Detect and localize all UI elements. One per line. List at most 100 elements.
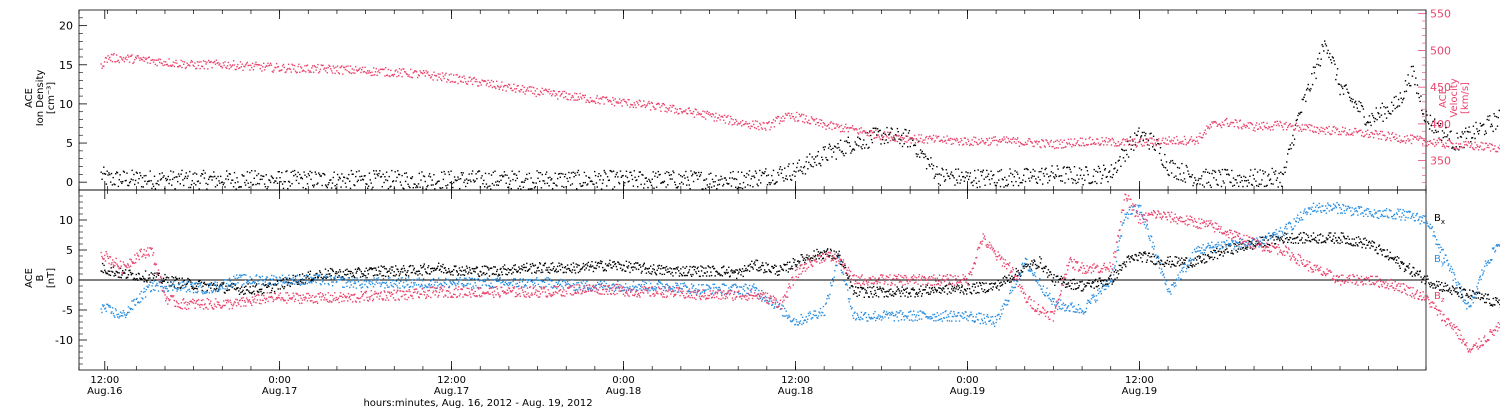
series-bx-dot [745,268,746,269]
velocity-series-dot [1292,125,1293,126]
velocity-series-dot [527,87,528,88]
density-series-dot [596,182,597,183]
velocity-series-dot [217,62,218,63]
density-series-dot [959,183,960,184]
series-bx-dot [339,269,340,270]
density-series-dot [721,178,722,179]
density-series-dot [530,188,531,189]
velocity-series-dot [407,74,408,75]
series-bx-dot [763,272,764,273]
velocity-series-dot [778,116,779,117]
velocity-series-dot [408,74,409,75]
series-bx-dot [649,268,650,269]
series-bx-dot [628,265,629,266]
series-bx-dot [117,272,118,273]
series-bx-dot [653,264,654,265]
density-series-dot [682,176,683,177]
velocity-series-dot [782,116,783,117]
velocity-series-dot [936,137,937,138]
density-series-dot [1218,170,1219,171]
velocity-series-dot [978,144,979,145]
velocity-series-dot [772,122,773,123]
velocity-series-dot [328,67,329,68]
series-bx-dot [417,271,418,272]
velocity-series-dot [732,119,733,120]
series-bx-dot [223,282,224,283]
density-series-dot [1019,177,1020,178]
velocity-series-dot [1137,145,1138,146]
velocity-series-dot [1196,137,1197,138]
series-bx-dot [690,274,691,275]
series-bx-dot [521,265,522,266]
velocity-series-dot [1157,140,1158,141]
velocity-series-dot [879,136,880,137]
velocity-series-dot [1480,145,1481,146]
density-series-dot [1427,121,1428,122]
series-bx-dot [442,266,443,267]
density-series-dot [693,181,694,182]
velocity-series-dot [1416,138,1417,139]
density-series-dot [545,174,546,175]
density-series-dot [187,178,188,179]
series-bx-dot [450,274,451,275]
velocity-series-dot [1222,122,1223,123]
density-series-dot [379,170,380,171]
density-series-dot [705,188,706,189]
velocity-series-dot [742,120,743,121]
density-series-dot [996,185,997,186]
velocity-series-dot [1155,143,1156,144]
density-series-dot [260,179,261,180]
density-series-dot [1033,169,1034,170]
velocity-series-dot [1477,146,1478,147]
density-series-dot [909,130,910,131]
density-series-dot [1257,171,1258,172]
series-bx-dot [659,273,660,274]
density-series-dot [957,182,958,183]
velocity-series-dot [1199,133,1200,134]
density-series-dot [649,180,650,181]
density-series-dot [517,178,518,179]
density-series-dot [273,182,274,183]
density-series-dot [152,183,153,184]
series-bx-dot [732,272,733,273]
series-bx-dot [192,288,193,289]
density-series-dot [640,171,641,172]
series-bx-dot [319,270,320,271]
density-series-dot [824,146,825,147]
velocity-series-dot [216,60,217,61]
density-series-dot [1365,124,1366,125]
density-series-dot [844,141,845,142]
density-series-dot [1280,172,1281,173]
density-series-dot [107,174,108,175]
density-series-dot [572,183,573,184]
density-series-dot [331,187,332,188]
density-series-dot [1050,175,1051,176]
velocity-series-dot [1235,120,1236,121]
velocity-series-dot [957,139,958,140]
density-series-dot [1054,177,1055,178]
density-series-dot [618,182,619,183]
velocity-series-dot [783,120,784,121]
velocity-series-dot [1445,143,1446,144]
velocity-series-dot [427,71,428,72]
series-bx-dot [207,290,208,291]
density-series-dot [265,186,266,187]
density-series-dot [917,154,918,155]
velocity-series-dot [642,105,643,106]
density-series-dot [1339,84,1340,85]
velocity-series-dot [1245,127,1246,128]
velocity-series-dot [1437,140,1438,141]
density-series-dot [358,170,359,171]
series-bx-dot [435,269,436,270]
series-bx-dot [467,268,468,269]
density-series-dot [1470,141,1471,142]
velocity-series-dot [634,102,635,103]
series-bx-dot [676,267,677,268]
series-bx-dot [677,268,678,269]
velocity-series-dot [579,93,580,94]
velocity-series-dot [181,60,182,61]
series-bx-dot [468,272,469,273]
velocity-series-dot [861,127,862,128]
series-bx-dot [596,268,597,269]
density-series-dot [990,183,991,184]
